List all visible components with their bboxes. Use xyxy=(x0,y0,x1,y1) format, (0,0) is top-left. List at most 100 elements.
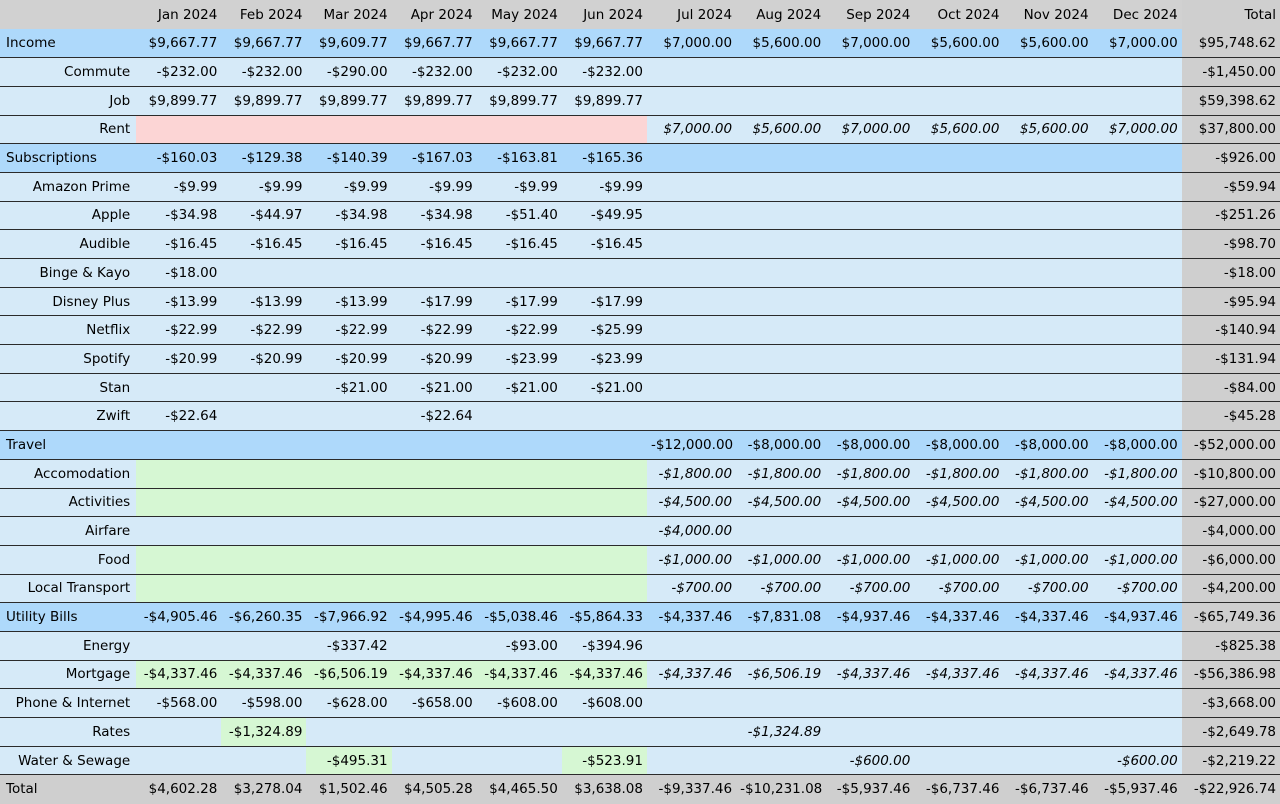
table-cell[interactable] xyxy=(391,631,477,661)
table-cell[interactable] xyxy=(825,57,915,87)
table-cell[interactable]: -$600.00 xyxy=(825,746,915,775)
table-cell[interactable]: $7,000.00 xyxy=(1092,29,1182,58)
table-cell[interactable]: -$6,260.35 xyxy=(221,602,307,632)
table-cell[interactable]: -$51.40 xyxy=(476,201,562,230)
table-cell[interactable] xyxy=(476,258,562,288)
table-cell[interactable] xyxy=(391,574,477,603)
table-cell[interactable] xyxy=(306,401,392,431)
table-cell[interactable] xyxy=(306,115,392,144)
table-cell[interactable] xyxy=(306,488,392,517)
table-cell[interactable] xyxy=(221,488,307,517)
table-cell[interactable]: -$23.99 xyxy=(561,344,647,374)
table-cell[interactable]: -$13.99 xyxy=(221,287,307,316)
table-cell[interactable] xyxy=(221,430,307,460)
table-cell[interactable] xyxy=(476,430,562,460)
row-label[interactable]: Local Transport xyxy=(0,574,137,603)
table-cell[interactable] xyxy=(736,287,826,316)
table-cell[interactable]: -$1,000.00 xyxy=(1003,545,1093,575)
grand-total-cell[interactable]: -$6,737.46 xyxy=(1003,774,1093,804)
table-cell[interactable] xyxy=(221,373,307,402)
table-cell[interactable] xyxy=(736,344,826,374)
category-label[interactable]: Travel xyxy=(0,430,137,460)
grand-total-cell[interactable]: $1,502.46 xyxy=(306,774,392,804)
table-cell[interactable]: -$6,506.19 xyxy=(736,660,826,689)
table-cell[interactable] xyxy=(476,574,562,603)
table-cell[interactable] xyxy=(391,717,477,747)
table-cell[interactable] xyxy=(306,545,392,575)
table-cell[interactable] xyxy=(221,258,307,288)
table-cell[interactable] xyxy=(306,258,392,288)
table-cell[interactable] xyxy=(1003,373,1093,402)
table-cell[interactable] xyxy=(1092,344,1182,374)
table-cell[interactable]: -$8,000.00 xyxy=(736,430,826,460)
table-cell[interactable] xyxy=(646,201,737,230)
row-label[interactable]: Spotify xyxy=(0,344,137,374)
table-cell[interactable] xyxy=(561,401,647,431)
row-label[interactable]: Binge & Kayo xyxy=(0,258,137,288)
table-cell[interactable]: -$4,337.46 xyxy=(1092,660,1182,689)
table-cell[interactable] xyxy=(1092,717,1182,747)
table-cell[interactable] xyxy=(476,516,562,546)
table-cell[interactable] xyxy=(1092,631,1182,661)
table-cell[interactable]: $7,000.00 xyxy=(646,115,737,144)
table-cell[interactable] xyxy=(646,57,737,87)
table-cell[interactable] xyxy=(646,229,737,259)
table-cell[interactable] xyxy=(1003,688,1093,718)
row-total-cell[interactable]: -$3,668.00 xyxy=(1181,688,1280,718)
table-cell[interactable]: -$1,800.00 xyxy=(825,459,915,488)
table-cell[interactable]: $5,600.00 xyxy=(1003,29,1093,58)
table-cell[interactable] xyxy=(391,115,477,144)
table-cell[interactable]: -$34.98 xyxy=(391,201,477,230)
grand-total-cell[interactable]: $4,505.28 xyxy=(391,774,477,804)
table-cell[interactable] xyxy=(914,373,1004,402)
table-cell[interactable] xyxy=(646,315,737,345)
table-cell[interactable]: -$4,500.00 xyxy=(646,488,737,517)
table-cell[interactable] xyxy=(825,315,915,345)
table-cell[interactable]: -$495.31 xyxy=(306,746,392,775)
table-cell[interactable] xyxy=(646,86,737,116)
table-cell[interactable] xyxy=(736,315,826,345)
table-cell[interactable]: -$4,500.00 xyxy=(1003,488,1093,517)
table-cell[interactable]: -$160.03 xyxy=(136,143,222,173)
table-cell[interactable]: -$12,000.00 xyxy=(646,430,737,460)
table-cell[interactable] xyxy=(561,545,647,575)
table-cell[interactable] xyxy=(1092,373,1182,402)
table-cell[interactable]: -$16.45 xyxy=(306,229,392,259)
table-cell[interactable] xyxy=(476,717,562,747)
table-cell[interactable]: $9,899.77 xyxy=(391,86,477,116)
table-cell[interactable]: -$4,995.46 xyxy=(391,602,477,632)
row-total-cell[interactable]: -$140.94 xyxy=(1181,315,1280,345)
table-cell[interactable] xyxy=(825,688,915,718)
table-cell[interactable]: -$163.81 xyxy=(476,143,562,173)
table-cell[interactable]: -$13.99 xyxy=(136,287,222,316)
table-cell[interactable]: -$4,000.00 xyxy=(646,516,737,546)
table-cell[interactable] xyxy=(736,746,826,775)
table-cell[interactable] xyxy=(1003,229,1093,259)
row-label[interactable]: Phone & Internet xyxy=(0,688,137,718)
table-cell[interactable] xyxy=(561,459,647,488)
row-label[interactable]: Mortgage xyxy=(0,660,137,689)
row-label[interactable]: Commute xyxy=(0,57,137,87)
table-cell[interactable] xyxy=(1092,258,1182,288)
table-cell[interactable]: -$7,966.92 xyxy=(306,602,392,632)
row-label[interactable]: Apple xyxy=(0,201,137,230)
table-cell[interactable] xyxy=(1092,516,1182,546)
table-cell[interactable]: $9,899.77 xyxy=(136,86,222,116)
table-cell[interactable]: -$4,337.46 xyxy=(221,660,307,689)
row-label[interactable]: Job xyxy=(0,86,137,116)
table-cell[interactable]: -$1,800.00 xyxy=(736,459,826,488)
table-cell[interactable]: -$4,337.46 xyxy=(914,660,1004,689)
table-cell[interactable]: -$6,506.19 xyxy=(306,660,392,689)
row-label[interactable]: Zwift xyxy=(0,401,137,431)
table-cell[interactable] xyxy=(914,229,1004,259)
table-cell[interactable] xyxy=(646,373,737,402)
table-cell[interactable]: -$700.00 xyxy=(914,574,1004,603)
table-cell[interactable]: -$49.95 xyxy=(561,201,647,230)
row-total-cell[interactable]: -$45.28 xyxy=(1181,401,1280,431)
table-cell[interactable] xyxy=(914,287,1004,316)
table-cell[interactable] xyxy=(221,545,307,575)
row-total-cell[interactable]: -$18.00 xyxy=(1181,258,1280,288)
table-cell[interactable] xyxy=(825,287,915,316)
table-cell[interactable]: -$4,937.46 xyxy=(1092,602,1182,632)
table-cell[interactable]: -$22.99 xyxy=(391,315,477,345)
